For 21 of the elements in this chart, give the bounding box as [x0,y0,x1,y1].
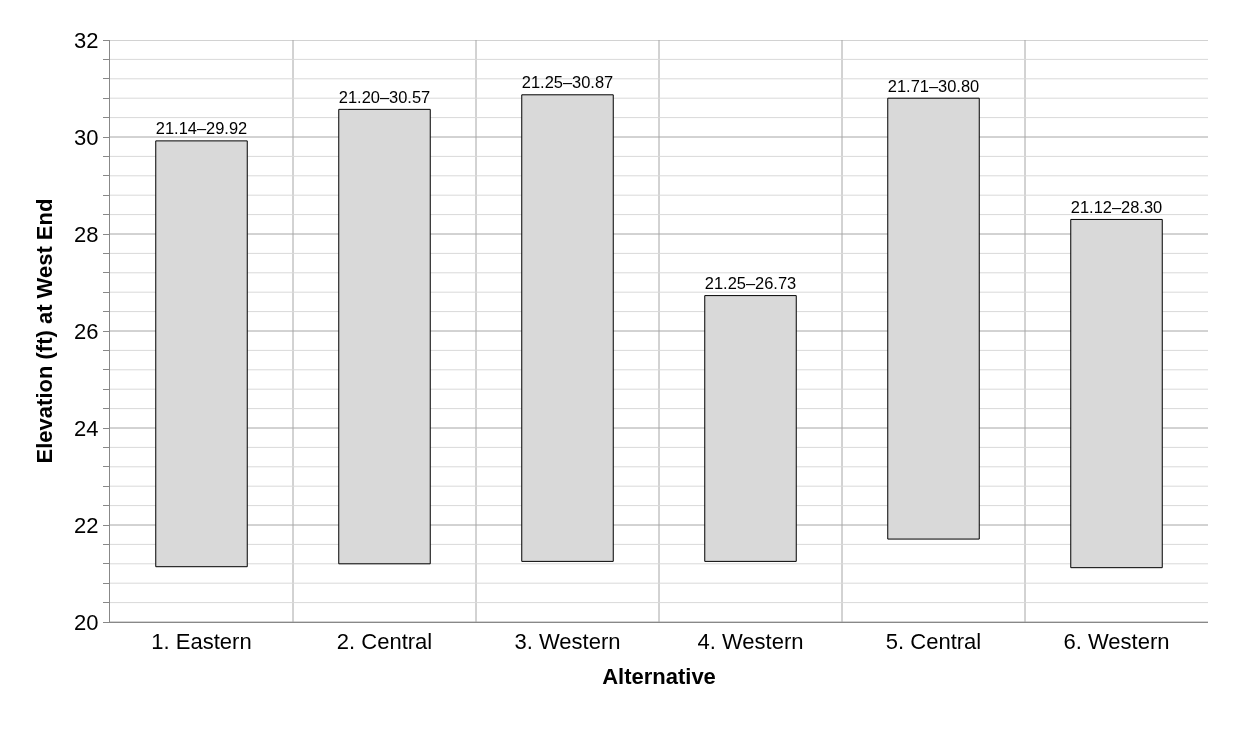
x-tick-label: 2. Central [336,629,433,655]
data-label: 21.25–30.87 [521,73,614,92]
y-tick-label: 30 [74,124,99,150]
x-tick-label: 4. Western [697,629,804,655]
y-tick-label: 24 [74,415,99,441]
y-tick-label: 20 [74,609,99,635]
x-tick-label: 3. Western [514,629,621,655]
x-tick-label: 1. Eastern [151,629,252,655]
x-axis-title: Alternative [602,664,716,690]
data-label: 21.25–26.73 [704,273,797,292]
data-label: 21.14–29.92 [155,119,248,138]
y-axis-title: Elevation (ft) at West End [31,198,57,464]
x-tick-label: 6. Western [1063,629,1170,655]
data-label: 21.20–30.57 [338,87,431,106]
data-label: 21.71–30.80 [887,76,980,95]
y-tick-label: 22 [74,512,99,538]
data-label: 21.12–28.30 [1070,197,1163,216]
y-tick-label: 32 [74,27,99,53]
x-tick-label: 5. Central [885,629,982,655]
y-tick-label: 26 [74,318,99,344]
y-tick-label: 28 [74,221,99,247]
